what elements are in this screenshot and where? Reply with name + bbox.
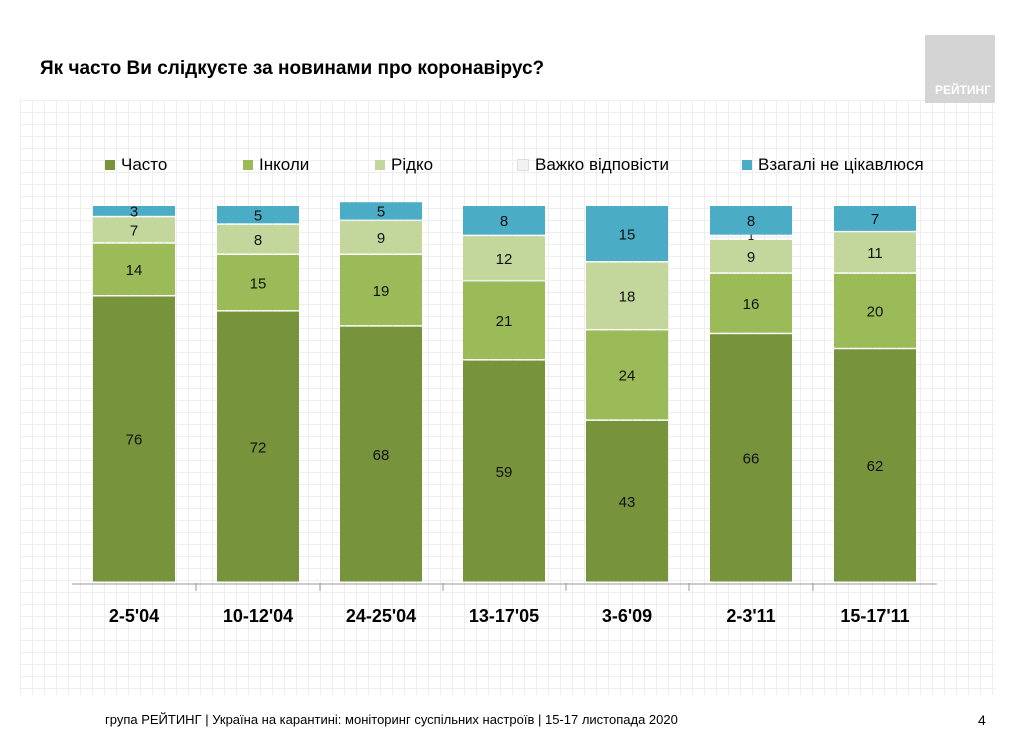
bar-segment: [340, 221, 422, 254]
bar-segment: [217, 224, 299, 254]
legend-swatch: [375, 160, 385, 170]
data-label: 12: [496, 251, 513, 268]
bar-segment: [463, 206, 545, 235]
bar-segment: [710, 236, 792, 239]
data-label: 9: [377, 230, 385, 247]
data-label: 24: [619, 368, 636, 385]
data-label: 15: [250, 275, 267, 292]
data-label: 21: [496, 313, 513, 330]
data-label: 15: [619, 226, 636, 243]
bar-segment: [586, 262, 668, 329]
legend-label: Рідко: [391, 155, 434, 174]
data-label: 11: [867, 245, 883, 262]
bar-segment: [217, 255, 299, 311]
data-label: 16: [743, 296, 760, 313]
bar-segment: [586, 206, 668, 262]
x-tick-label: 2-3'11: [726, 606, 775, 626]
data-label: 18: [619, 288, 636, 305]
bar-segment: [586, 420, 668, 582]
data-label: 1: [748, 229, 755, 243]
x-tick-label: 2-5'04: [109, 606, 159, 626]
legend-item: Рідко: [375, 155, 433, 175]
legend-item: Важко відповісти: [517, 155, 669, 175]
data-label: 59: [496, 464, 513, 481]
bar-segment: [710, 334, 792, 582]
legend-item: Часто: [105, 155, 167, 175]
bar-segment: [463, 236, 545, 280]
data-label: 19: [373, 283, 390, 300]
bar-segment: [340, 255, 422, 326]
legend-swatch: [105, 160, 115, 170]
data-label: 8: [254, 232, 262, 249]
data-label: 62: [867, 458, 884, 475]
legend-item: Взагалі не цікавлюся: [742, 155, 924, 175]
data-label: 72: [250, 439, 267, 456]
bar-segment: [586, 330, 668, 420]
data-label: 66: [743, 451, 760, 468]
data-label: 3: [130, 204, 138, 221]
data-label: 7: [871, 211, 879, 228]
page-number: 4: [978, 712, 986, 728]
x-tick-label: 15-17'11: [840, 606, 909, 626]
x-tick-label: 3-6'09: [602, 606, 652, 626]
stacked-bar-chart: 7614732-5'0472158510-12'0468199524-25'04…: [72, 202, 937, 626]
legend-swatch: [517, 159, 529, 171]
data-label: 5: [377, 204, 385, 221]
legend-label: Часто: [121, 155, 168, 174]
bar-segment: [710, 206, 792, 235]
legend-label: Інколи: [259, 155, 310, 174]
bar-segment: [93, 296, 175, 582]
bar-segment: [93, 206, 175, 216]
bar-segment: [710, 239, 792, 273]
data-label: 5: [254, 207, 262, 224]
data-label: 7: [130, 223, 138, 240]
x-tick-label: 13-17'05: [469, 606, 539, 626]
page-title: Як часто Ви слідкуєте за новинами про ко…: [40, 58, 545, 79]
footer: група РЕЙТИНГ | Україна на карантині: мо…: [105, 712, 678, 727]
data-label: 14: [126, 262, 143, 279]
legend-label: Взагалі не цікавлюся: [758, 155, 924, 174]
data-label: 8: [500, 213, 508, 230]
bar-segment: [834, 273, 916, 348]
bar-segment: [834, 206, 916, 231]
bar-segment: [340, 326, 422, 582]
bar-segment: [217, 206, 299, 224]
bar-segment: [710, 273, 792, 333]
legend-swatch: [243, 160, 253, 170]
legend-item: Інколи: [243, 155, 309, 175]
bar-segment: [340, 202, 422, 220]
x-tick-label: 10-12'04: [223, 606, 293, 626]
bar-segment: [463, 360, 545, 582]
data-label: 43: [619, 494, 636, 511]
bar-segment: [93, 217, 175, 243]
legend-label: Важко відповісти: [535, 155, 669, 174]
data-label: 8: [747, 213, 755, 230]
x-tick-label: 24-25'04: [346, 606, 416, 626]
data-label: 76: [126, 432, 143, 449]
bar-segment: [217, 311, 299, 582]
data-label: 20: [867, 304, 884, 321]
data-label: 68: [373, 447, 390, 464]
logo: РЕЙТИНГ: [925, 35, 995, 103]
data-label: 9: [747, 249, 755, 266]
bar-segment: [834, 349, 916, 582]
bar-segment: [834, 232, 916, 273]
bar-segment: [93, 243, 175, 295]
legend-swatch: [742, 160, 752, 170]
legend: Часто Інколи Рідко Важко відповісти Взагалі …: [0, 155, 1024, 177]
bar-segment: [463, 281, 545, 360]
